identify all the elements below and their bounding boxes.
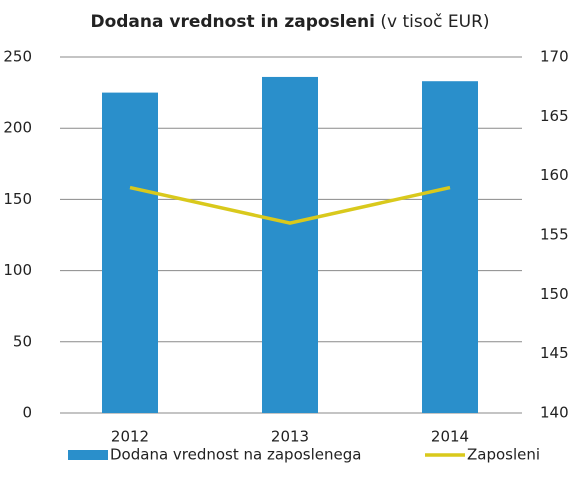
x-tick-label: 2012 [111,428,149,446]
y2-tick-label: 150 [540,285,569,303]
chart-title: Dodana vrednost in zaposleni [90,12,375,32]
y-tick-label: 250 [3,48,32,66]
x-tick-label: 2013 [271,428,309,446]
line [129,185,451,225]
y2-tick-label: 165 [540,107,569,125]
chart-subtitle: (v tisoč EUR) [380,12,489,32]
bar [422,81,478,413]
y-tick-label: 100 [3,261,32,279]
chart-title-group: Dodana vrednost in zaposleni (v tisoč EU… [90,12,489,32]
legend-swatch [68,450,108,460]
y-tick-label: 0 [22,404,32,422]
legend-label: Dodana vrednost na zaposlenega [110,446,361,464]
legend-label: Zaposleni [467,446,540,464]
x-tick-label: 2014 [431,428,469,446]
y2-tick-label: 140 [540,404,569,422]
bar [262,76,318,413]
y-tick-label: 200 [3,119,32,137]
y-tick-label: 50 [13,332,32,350]
y2-tick-label: 145 [540,344,569,362]
y2-tick-label: 160 [540,166,569,184]
bar [102,92,158,413]
y2-tick-label: 170 [540,48,569,66]
y-tick-label: 150 [3,190,32,208]
y2-tick-label: 155 [540,226,569,244]
